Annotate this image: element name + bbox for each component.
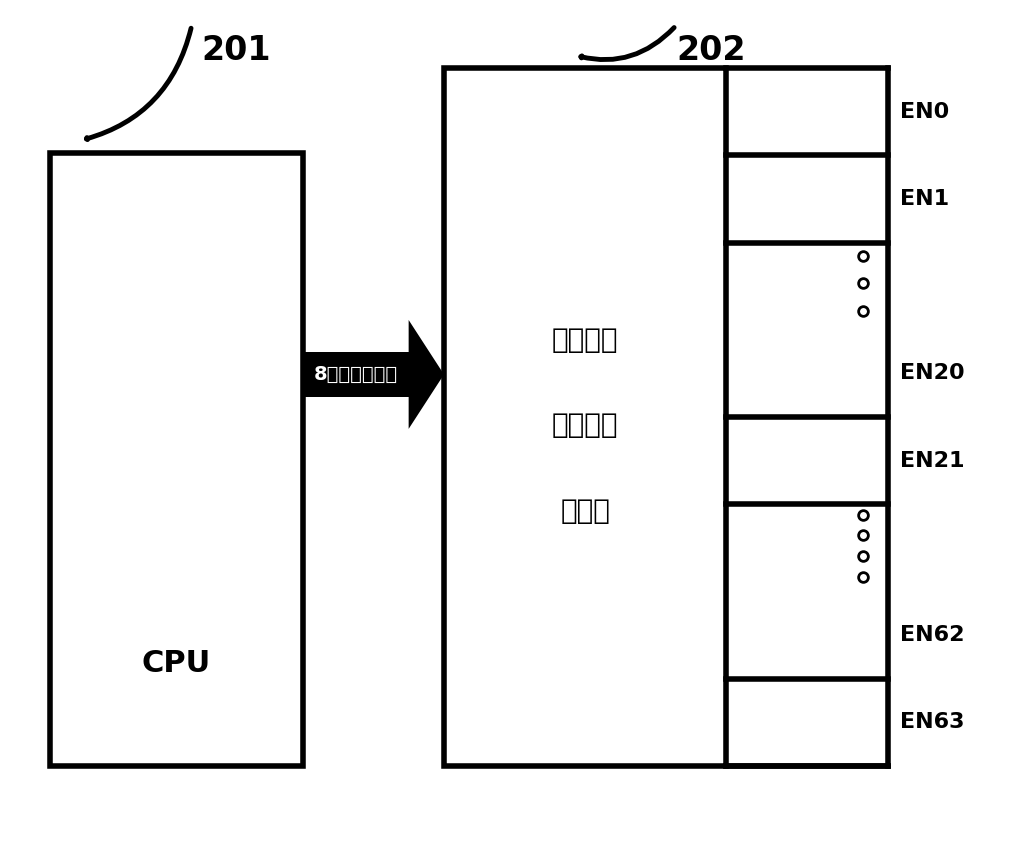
FancyArrowPatch shape: [581, 27, 674, 60]
Text: 201: 201: [202, 34, 271, 67]
Text: EN63: EN63: [900, 712, 965, 733]
Text: EN1: EN1: [900, 189, 949, 209]
Text: EN20: EN20: [900, 363, 965, 384]
Text: EN62: EN62: [900, 625, 965, 645]
Bar: [444, 68, 726, 766]
FancyArrowPatch shape: [87, 28, 191, 140]
Text: EN21: EN21: [900, 450, 965, 471]
Text: 数字矩阵: 数字矩阵: [552, 327, 619, 354]
Text: 8位寄存器数据: 8位寄存器数据: [314, 365, 398, 384]
Polygon shape: [303, 352, 409, 397]
Text: EN0: EN0: [900, 101, 949, 122]
Bar: [50, 153, 303, 766]
Text: CPU: CPU: [142, 649, 211, 678]
Text: 使能控制: 使能控制: [552, 412, 619, 439]
Polygon shape: [409, 320, 444, 429]
Text: 寄存器: 寄存器: [560, 497, 610, 524]
Text: 202: 202: [676, 34, 746, 67]
